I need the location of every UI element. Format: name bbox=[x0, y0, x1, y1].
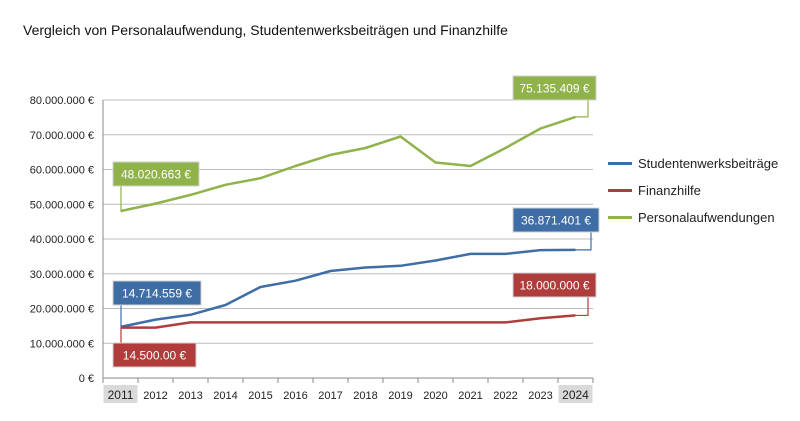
annotation-connector bbox=[120, 305, 122, 328]
x-tick-label: 2018 bbox=[353, 390, 377, 402]
y-tick-label: 60.000.000 € bbox=[30, 165, 94, 177]
chart-title: Vergleich von Personalaufwendung, Studen… bbox=[23, 22, 508, 38]
annotation-label: 14.500.00 € bbox=[123, 349, 187, 363]
annotation-label: 18.000.000 € bbox=[519, 279, 589, 293]
x-tick-label: 2021 bbox=[458, 390, 482, 402]
annotation-box bbox=[512, 207, 600, 233]
y-tick-label: 10.000.000 € bbox=[30, 338, 94, 350]
annotation-connector bbox=[575, 232, 592, 251]
x-tick-label: 2016 bbox=[283, 390, 307, 402]
annotation-box bbox=[512, 272, 597, 298]
annotation-box bbox=[512, 75, 597, 101]
x-tick-label: 2015 bbox=[248, 390, 272, 402]
x-tick-label: 2011 bbox=[108, 388, 134, 402]
annotation-label: 36.871.401 € bbox=[521, 214, 591, 228]
x-label-highlight bbox=[103, 385, 138, 403]
annotation-label: 14.714.559 € bbox=[122, 287, 192, 301]
chart-legend: Studentenwerksbeiträge Finanzhilfe Perso… bbox=[608, 150, 778, 231]
annotation-label: 75.135.409 € bbox=[519, 82, 589, 96]
series-line-2 bbox=[120, 115, 576, 213]
series-line-1 bbox=[120, 314, 576, 329]
y-tick-label: 70.000.000 € bbox=[30, 130, 94, 142]
legend-label-finanzhilfe: Finanzhilfe bbox=[638, 183, 701, 198]
legend-swatch-finanzhilfe bbox=[608, 189, 632, 192]
x-tick-label: 2024 bbox=[562, 388, 589, 402]
y-tick-label: 50.000.000 € bbox=[30, 199, 94, 211]
annotation-connector bbox=[120, 327, 122, 343]
y-tick-label: 40.000.000 € bbox=[30, 234, 94, 246]
annotation-connector bbox=[575, 100, 589, 118]
x-tick-label: 2022 bbox=[493, 390, 517, 402]
x-tick-label: 2014 bbox=[213, 390, 237, 402]
legend-swatch-personalaufwendungen bbox=[608, 216, 632, 219]
legend-label-studentenwerksbeitraege: Studentenwerksbeiträge bbox=[638, 156, 779, 171]
annotation-box bbox=[112, 342, 197, 368]
x-tick-label: 2012 bbox=[143, 390, 167, 402]
annotation-box bbox=[112, 161, 200, 187]
x-tick-label: 2023 bbox=[528, 390, 552, 402]
y-tick-label: 80.000.000 € bbox=[30, 95, 94, 107]
x-tick-label: 2017 bbox=[318, 390, 342, 402]
y-tick-label: 30.000.000 € bbox=[30, 269, 94, 281]
y-tick-label: 0 € bbox=[79, 373, 94, 385]
x-tick-label: 2013 bbox=[178, 390, 202, 402]
x-tick-label: 2020 bbox=[423, 390, 447, 402]
legend-label-personalaufwendungen: Personalaufwendungen bbox=[638, 210, 775, 225]
annotation-box bbox=[112, 280, 202, 306]
series-line-0 bbox=[120, 248, 576, 329]
y-tick-label: 20.000.000 € bbox=[30, 304, 94, 316]
x-tick-label: 2019 bbox=[388, 390, 412, 402]
legend-item-finanzhilfe: Finanzhilfe bbox=[608, 177, 778, 204]
legend-swatch-studentenwerksbeitraege bbox=[608, 162, 632, 165]
annotation-connector bbox=[120, 186, 122, 212]
x-label-highlight bbox=[558, 385, 593, 403]
annotation-connector bbox=[575, 297, 589, 317]
legend-item-studentenwerksbeitraege: Studentenwerksbeiträge bbox=[608, 150, 778, 177]
annotation-label: 48.020.663 € bbox=[121, 168, 191, 182]
legend-item-personalaufwendungen: Personalaufwendungen bbox=[608, 204, 778, 231]
